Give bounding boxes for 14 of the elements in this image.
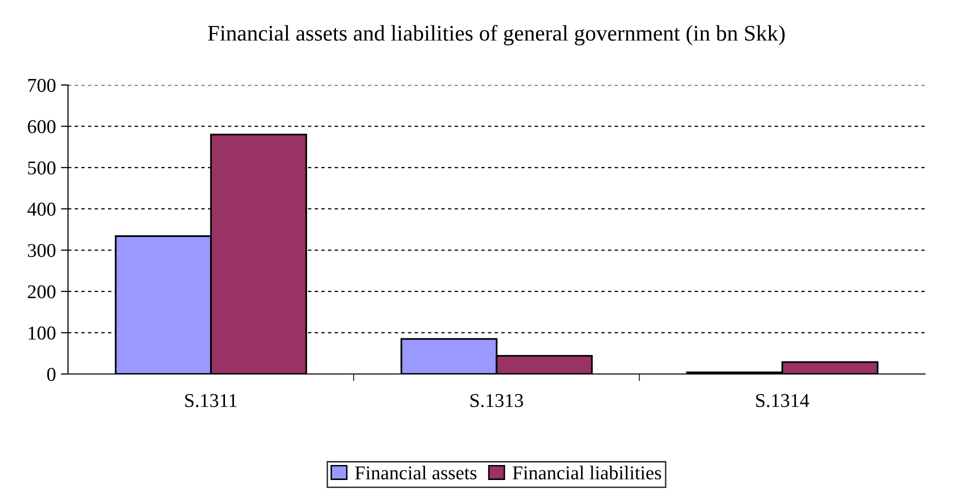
chart-title: Financial assets and liabilities of general government (in bn Skk) [208, 24, 785, 46]
y-tick-label: 300 [28, 244, 56, 258]
x-tick-label: S.1313 [470, 394, 524, 408]
y-tick-label: 500 [28, 161, 56, 175]
legend-label: Financial assets [355, 466, 476, 480]
y-tick-label: 100 [28, 326, 56, 340]
x-tick-label: S.1311 [185, 394, 237, 408]
legend-label: Financial liabilities [512, 466, 662, 480]
y-tick-label: 700 [28, 78, 56, 92]
y-tick-label: 0 [47, 368, 56, 381]
y-tick-label: 200 [28, 285, 56, 298]
y-tick-label: 400 [27, 202, 56, 216]
x-tick-label: S.1314 [756, 394, 810, 408]
y-tick-label: 600 [28, 120, 56, 134]
